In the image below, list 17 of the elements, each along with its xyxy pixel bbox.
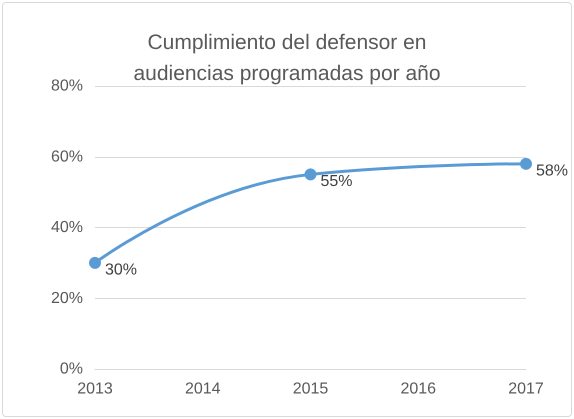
data-label: 30%: [105, 261, 138, 278]
x-tick-label: 2017: [508, 380, 544, 398]
y-tick-label: 40%: [50, 219, 83, 236]
y-tick-label: 80%: [50, 78, 83, 94]
y-tick-label: 0%: [60, 360, 83, 378]
y-tick-label: 20%: [50, 290, 83, 307]
x-tick-label: 2013: [77, 380, 113, 398]
y-tick-label: 60%: [50, 148, 83, 166]
x-tick-label: 2014: [184, 380, 221, 398]
point: [520, 158, 532, 170]
data-label: 58%: [536, 162, 568, 180]
x-tick-label: 2015: [292, 380, 328, 398]
point: [89, 256, 101, 269]
chart-title: Cumplimiento del defensor en audiencias programadas por año: [133, 31, 441, 85]
point: [304, 168, 316, 180]
data-label: 55%: [320, 172, 353, 190]
x-tick-label: 2016: [400, 380, 436, 398]
